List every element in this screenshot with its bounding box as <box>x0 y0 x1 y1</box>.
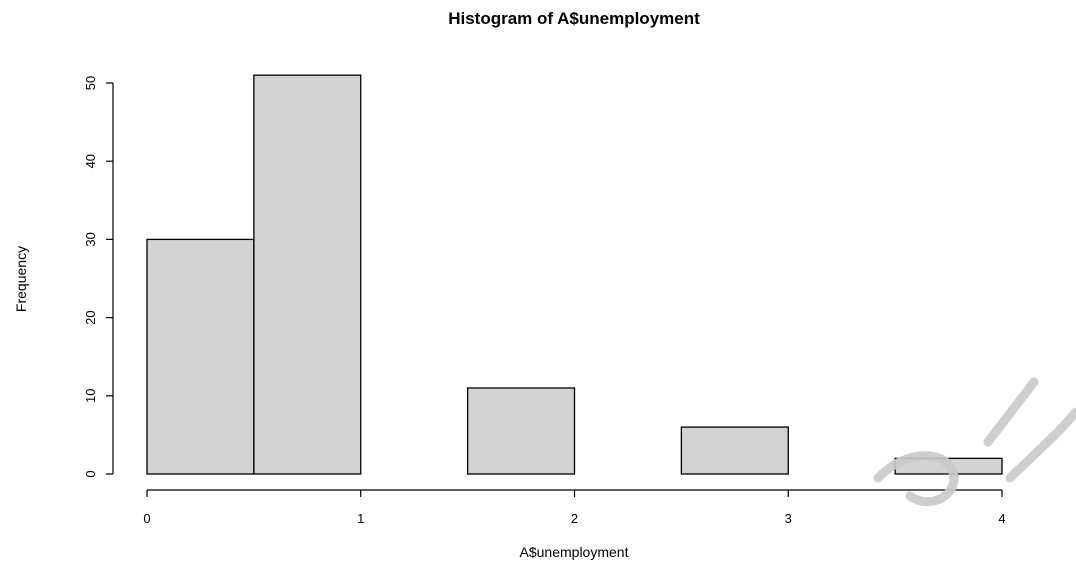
histogram-bar-3 <box>466 387 576 475</box>
histogram-bar-5 <box>680 426 789 475</box>
y-tick-label: 50 <box>83 76 98 90</box>
y-tick-label: 30 <box>83 232 98 246</box>
x-tick-label: 3 <box>785 511 792 526</box>
x-axis-label: A$unemployment <box>520 544 629 560</box>
y-axis-label: Frequency <box>13 246 29 312</box>
y-axis: 0 10 20 30 40 50 <box>83 76 114 478</box>
y-tick-label: 10 <box>83 389 98 403</box>
y-tick-label: 0 <box>83 470 98 477</box>
x-tick-label: 4 <box>998 511 1005 526</box>
histogram-bar-1 <box>253 74 362 475</box>
y-tick-label: 40 <box>83 154 98 168</box>
x-tick-label: 0 <box>143 511 150 526</box>
histogram-bar-0 <box>146 238 255 475</box>
bars-group <box>146 74 1003 475</box>
chart-title: Histogram of A$unemployment <box>448 9 700 28</box>
x-tick-label: 1 <box>357 511 364 526</box>
watermark <box>873 377 1076 507</box>
x-axis: 0 1 2 3 4 <box>143 489 1006 526</box>
y-tick-label: 20 <box>83 310 98 324</box>
x-tick-label: 2 <box>571 511 578 526</box>
